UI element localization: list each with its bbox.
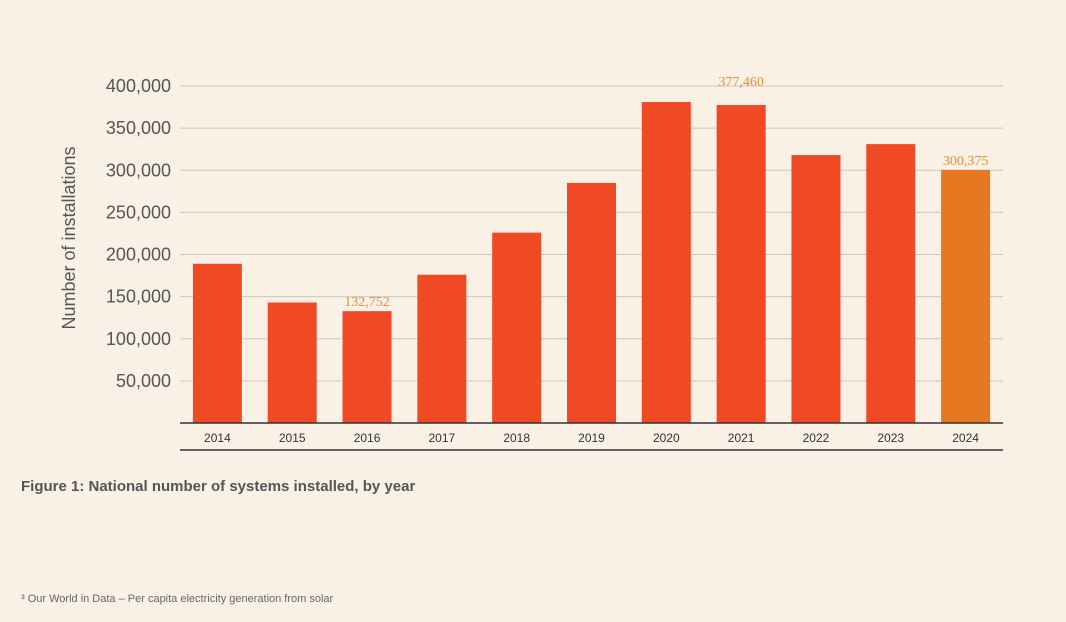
bar-2014 (192, 263, 242, 423)
data-label-2016: 132,752 (344, 295, 390, 310)
bar-2023 (866, 144, 916, 423)
y-tick-label: 400,000 (106, 76, 171, 96)
y-tick-label: 150,000 (106, 287, 171, 307)
footnote: ³ Our World in Data – Per capita electri… (21, 593, 334, 605)
x-tick-label: 2023 (877, 431, 904, 445)
y-tick-label: 200,000 (106, 245, 171, 265)
y-tick-label: 50,000 (116, 371, 171, 391)
bar-2017 (417, 274, 467, 423)
bar-2015 (267, 302, 317, 423)
x-tick-label: 2019 (578, 431, 605, 445)
y-tick-label: 350,000 (106, 118, 171, 138)
x-tick-label: 2017 (429, 431, 456, 445)
bar-2016 (342, 311, 392, 423)
x-tick-label: 2015 (279, 431, 306, 445)
data-label-2024: 300,375 (943, 154, 989, 169)
x-tick-label: 2020 (653, 431, 680, 445)
x-tick-labels: 2014 2015 2016 2017 2018 2019 2020 2021 2022 2023… (204, 431, 979, 445)
bar-2022 (791, 155, 841, 423)
figure-caption: Figure 1: National number of systems ins… (21, 478, 416, 495)
x-tick-label: 2024 (952, 431, 979, 445)
y-tick-labels: 50,000 100,000 150,000 200,000 250,000 300,00… (106, 76, 171, 391)
y-tick-label: 250,000 (106, 202, 171, 222)
bar-2024 (941, 169, 991, 423)
bar-2019 (567, 182, 616, 423)
x-tick-label: 2016 (354, 431, 381, 445)
x-tick-label: 2014 (204, 431, 231, 445)
y-tick-label: 300,000 (106, 160, 171, 180)
y-tick-label: 100,000 (106, 329, 171, 349)
data-label-2021: 377,460 (718, 75, 764, 90)
bar-2021 (716, 104, 766, 423)
bar-2018 (492, 232, 542, 423)
bar-2020 (641, 102, 691, 423)
bar-chart: 50,000 100,000 150,000 200,000 250,000 300,00… (59, 75, 1003, 451)
axes (180, 422, 1003, 451)
x-tick-label: 2022 (803, 431, 830, 445)
x-tick-label: 2018 (503, 431, 530, 445)
data-labels: 132,752 377,460 300,375 (344, 75, 988, 310)
y-axis-label: Number of installations (59, 146, 79, 329)
x-tick-label: 2021 (728, 431, 755, 445)
bars (192, 102, 991, 423)
